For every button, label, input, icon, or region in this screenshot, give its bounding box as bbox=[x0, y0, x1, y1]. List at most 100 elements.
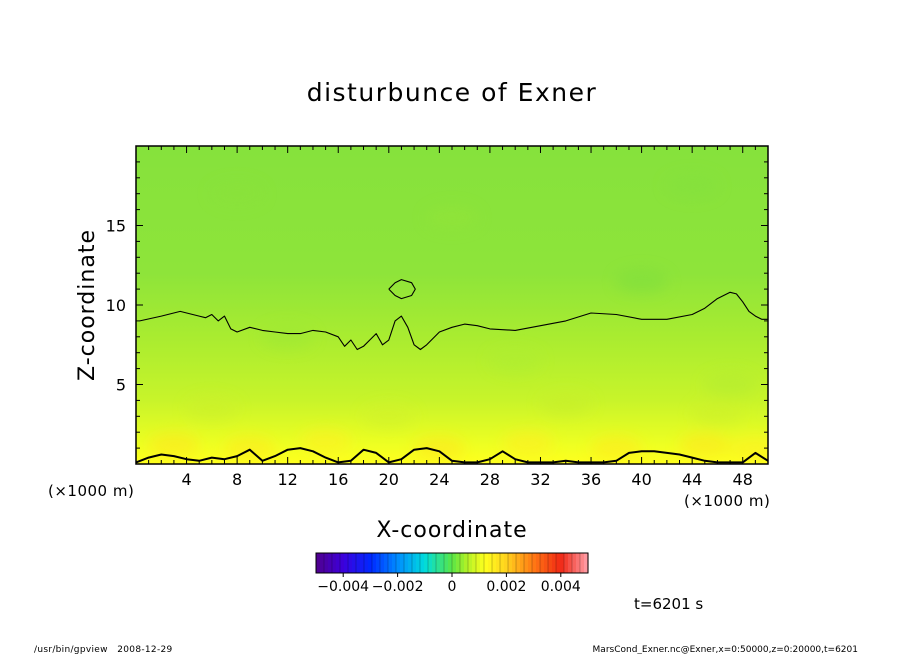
colorbar-tick-label: −0.004 bbox=[317, 579, 369, 595]
y-tick-label: 5 bbox=[116, 376, 126, 395]
colorbar-cell bbox=[496, 553, 501, 573]
x-tick-label: 44 bbox=[682, 470, 702, 489]
colorbar-cell bbox=[520, 553, 525, 573]
colorbar-cell bbox=[584, 553, 589, 573]
texture-blob bbox=[704, 372, 757, 397]
x-tick-label: 24 bbox=[429, 470, 449, 489]
colorbar-cell bbox=[444, 553, 449, 573]
colorbar-cell bbox=[344, 553, 349, 573]
texture-blob bbox=[729, 436, 768, 461]
footer-right: MarsCond_Exner.nc@Exner,x=0:50000,z=0:20… bbox=[593, 645, 858, 654]
texture-blob bbox=[147, 432, 200, 457]
x-axis-label: X-coordinate bbox=[376, 518, 527, 543]
colorbar-cell bbox=[492, 553, 497, 573]
texture-blob bbox=[678, 432, 731, 457]
colorbar-cell bbox=[360, 553, 365, 573]
colorbar-cell bbox=[388, 553, 393, 573]
colorbar-cell bbox=[352, 553, 357, 573]
texture-blob bbox=[185, 396, 238, 421]
colorbar-cell bbox=[536, 553, 541, 573]
texture-blob bbox=[211, 181, 264, 206]
colorbar-cell bbox=[516, 553, 521, 573]
colorbar-tick-label: 0.002 bbox=[486, 579, 526, 595]
colorbar-cell bbox=[376, 553, 381, 573]
colorbar-cell bbox=[424, 553, 429, 573]
texture-blob bbox=[426, 205, 478, 230]
colorbar-cell bbox=[472, 553, 477, 573]
colorbar-cell bbox=[324, 553, 329, 573]
colorbar-cell bbox=[500, 553, 505, 573]
x-tick-label: 12 bbox=[278, 470, 298, 489]
colorbar-tick-label: 0.004 bbox=[541, 579, 581, 595]
colorbar-cell bbox=[436, 553, 441, 573]
texture-blob bbox=[223, 436, 276, 461]
x-tick-label: 40 bbox=[631, 470, 651, 489]
colorbar-cell bbox=[556, 553, 561, 573]
texture-blob bbox=[489, 348, 542, 373]
colorbar-cell bbox=[468, 553, 473, 573]
x-axis: 4 8 12 16 20 24 28 32 36 40 44 48 bbox=[148, 146, 756, 489]
colorbar-cell bbox=[540, 553, 545, 573]
colorbar-cell bbox=[544, 553, 549, 573]
colorbar-cell bbox=[564, 553, 569, 573]
colorbar-cell bbox=[552, 553, 557, 573]
footer-left: /usr/bin/gpview 2008-12-29 bbox=[34, 645, 173, 654]
y-tick-label: 15 bbox=[106, 217, 126, 236]
colorbar-cell bbox=[384, 553, 389, 573]
colorbar-cell bbox=[524, 553, 529, 573]
texture-blob bbox=[362, 404, 415, 429]
colorbar-cell bbox=[484, 553, 489, 573]
colorbar-ticks: −0.004 −0.002 0 0.002 0.004 bbox=[317, 573, 581, 595]
colorbar-cell bbox=[460, 553, 465, 573]
texture-blob bbox=[299, 429, 352, 454]
x-axis-unit-right: (×1000 m) bbox=[684, 492, 770, 510]
colorbar-cell bbox=[404, 553, 409, 573]
colorbar-cell bbox=[328, 553, 333, 573]
colorbar-cell bbox=[576, 553, 581, 573]
x-tick-label: 8 bbox=[232, 470, 242, 489]
colorbar-cell bbox=[336, 553, 341, 573]
texture-blob bbox=[261, 324, 314, 349]
x-tick-label: 28 bbox=[480, 470, 500, 489]
colorbar-cell bbox=[420, 553, 425, 573]
colorbar-tick-label: −0.002 bbox=[372, 579, 424, 595]
texture-blob bbox=[691, 401, 744, 426]
colorbar-cell bbox=[572, 553, 577, 573]
colorbar-cell bbox=[340, 553, 345, 573]
colorbar-cell bbox=[332, 553, 337, 573]
colorbar-cell bbox=[504, 553, 509, 573]
colorbar-cell bbox=[408, 553, 413, 573]
colorbar-cell bbox=[508, 553, 513, 573]
colorbar-cell bbox=[372, 553, 377, 573]
time-label: t=6201 s bbox=[634, 595, 703, 613]
colorbar-cell bbox=[488, 553, 493, 573]
texture-blob bbox=[590, 436, 643, 461]
x-tick-label: 48 bbox=[733, 470, 753, 489]
texture-blob bbox=[539, 391, 592, 416]
colorbar-cell bbox=[528, 553, 533, 573]
x-tick-label: 36 bbox=[581, 470, 601, 489]
x-tick-label: 20 bbox=[379, 470, 399, 489]
x-tick-label: 4 bbox=[181, 470, 191, 489]
texture-blob bbox=[666, 173, 719, 198]
colorbar-cell bbox=[320, 553, 325, 573]
colorbar-cell bbox=[448, 553, 453, 573]
x-axis-unit-left: (×1000 m) bbox=[48, 482, 134, 500]
colorbar-cell bbox=[396, 553, 401, 573]
x-tick-label: 32 bbox=[530, 470, 550, 489]
y-axis-label: Z-coordinate bbox=[75, 229, 100, 381]
colorbar bbox=[315, 552, 589, 574]
colorbar-cell bbox=[316, 553, 321, 573]
contour-line bbox=[139, 291, 768, 351]
chart-title: disturbunce of Exner bbox=[307, 78, 598, 107]
colorbar-cell bbox=[412, 553, 417, 573]
colorbar-cell bbox=[456, 553, 461, 573]
colorbar-cell bbox=[568, 553, 573, 573]
colorbar-cell bbox=[440, 553, 445, 573]
colorbar-cell bbox=[532, 553, 537, 573]
colorbar-cell bbox=[348, 553, 353, 573]
colorbar-cell bbox=[364, 553, 369, 573]
colorbar-cell bbox=[476, 553, 481, 573]
colorbar-cell bbox=[580, 553, 585, 573]
